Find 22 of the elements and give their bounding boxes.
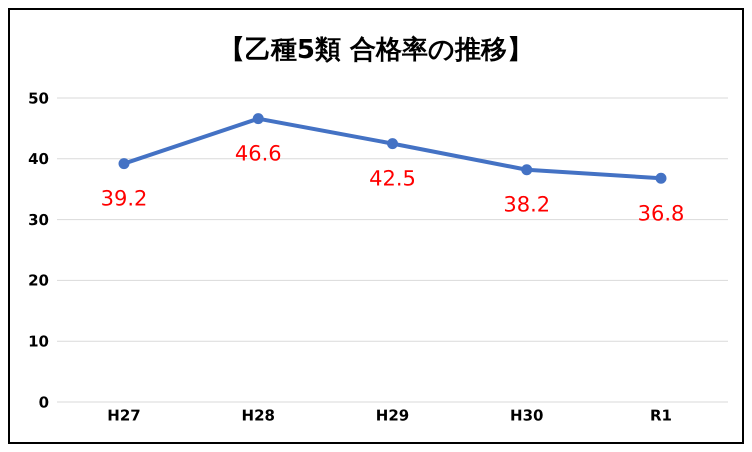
y-tick-label: 0 [38, 393, 49, 412]
data-label: 36.8 [638, 201, 684, 226]
point [387, 138, 398, 150]
chart-title: 【乙種5類 合格率の推移】 [218, 34, 534, 67]
y-tick-label: 20 [28, 272, 49, 290]
point [656, 172, 666, 184]
point [118, 158, 130, 170]
x-tick-label: H28 [242, 406, 275, 425]
data-label: 46.6 [234, 142, 282, 166]
data-label: 39.2 [100, 186, 148, 211]
y-tick-label: 30 [28, 210, 49, 229]
point [521, 164, 532, 176]
x-tick-label: H27 [107, 406, 141, 425]
x-tick-label: H30 [510, 406, 544, 425]
data-label: 38.2 [503, 192, 550, 217]
point [252, 113, 264, 124]
y-tick-label: 40 [28, 150, 49, 168]
data-label: 42.5 [369, 166, 416, 191]
y-tick-label: 50 [28, 89, 49, 108]
x-tick-label: R1 [650, 406, 672, 425]
y-tick-label: 10 [28, 332, 49, 351]
x-tick-label: H29 [376, 406, 410, 425]
